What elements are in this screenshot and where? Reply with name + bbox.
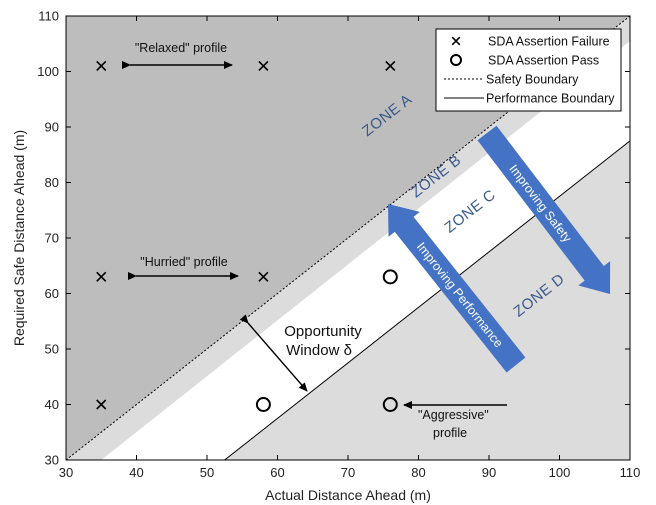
pass-point bbox=[382, 397, 398, 412]
y-tick-label: 70 bbox=[45, 231, 59, 246]
failure-point bbox=[96, 60, 107, 72]
pass-point bbox=[255, 397, 271, 412]
x-tick-label: 100 bbox=[549, 465, 571, 480]
failure-point bbox=[96, 399, 107, 410]
y-tick-label: 90 bbox=[45, 120, 59, 135]
y-tick-label: 80 bbox=[45, 175, 59, 190]
y-axis-title: Required Safe Distance Ahead (m) bbox=[11, 130, 27, 346]
aggressive-profile-label-1: "Aggressive" bbox=[418, 408, 489, 422]
hurried-profile-label: "Hurried" profile bbox=[140, 255, 227, 269]
aggressive-profile-label-2: profile bbox=[433, 426, 467, 440]
x-tick-label: 80 bbox=[411, 465, 425, 480]
x-tick-label: 110 bbox=[620, 465, 641, 480]
y-tick-label: 30 bbox=[45, 453, 59, 468]
zone-b-region bbox=[66, 16, 630, 460]
legend-label: Safety Boundary bbox=[486, 73, 579, 87]
x-tick-label: 30 bbox=[59, 465, 73, 480]
y-tick-label: 40 bbox=[45, 397, 59, 412]
failure-point bbox=[258, 271, 269, 282]
y-tick-label: 50 bbox=[45, 342, 59, 357]
legend-failure-icon bbox=[451, 36, 461, 46]
relaxed-profile-label: "Relaxed" profile bbox=[135, 41, 227, 55]
boundary-lines bbox=[65, 15, 631, 461]
improving-performance-arrow bbox=[388, 204, 526, 373]
x-tick-label: 70 bbox=[341, 465, 355, 480]
y-tick-label: 110 bbox=[38, 9, 59, 24]
data-markers bbox=[96, 60, 398, 412]
failure-point bbox=[258, 60, 269, 72]
opportunity-window-arrow bbox=[239, 314, 308, 392]
opportunity-window-label-2: Window δ bbox=[286, 342, 352, 359]
failure-point bbox=[385, 60, 396, 72]
y-tick-label: 60 bbox=[45, 286, 59, 301]
performance-boundary-line bbox=[224, 140, 631, 461]
opportunity-window-label-1: Opportunity bbox=[284, 323, 362, 340]
axis-ticks: 30 40 50 60 70 80 90 100 110 30 40 50 60 70 80 90 100 110 bbox=[37, 9, 640, 481]
legend-pass-icon bbox=[450, 54, 462, 66]
failure-point bbox=[96, 271, 107, 282]
legend: SDA Assertion Failure SDA Assertion Pass S… bbox=[435, 28, 622, 112]
x-tick-label: 90 bbox=[482, 465, 496, 480]
legend-label: Performance Boundary bbox=[486, 92, 615, 106]
legend-box bbox=[435, 28, 622, 112]
x-axis-title: Actual Distance Ahead (m) bbox=[265, 487, 431, 503]
pass-point bbox=[382, 269, 398, 285]
legend-label: SDA Assertion Pass bbox=[488, 54, 599, 68]
annotations: "Relaxed" profile "Hurried" profile "Aggre… bbox=[122, 41, 507, 440]
x-tick-label: 40 bbox=[129, 465, 143, 480]
improving-safety-arrow bbox=[477, 125, 611, 294]
x-tick-label: 60 bbox=[270, 465, 284, 480]
y-tick-label: 100 bbox=[37, 64, 59, 79]
x-tick-label: 50 bbox=[200, 465, 214, 480]
legend-label: SDA Assertion Failure bbox=[488, 35, 610, 49]
